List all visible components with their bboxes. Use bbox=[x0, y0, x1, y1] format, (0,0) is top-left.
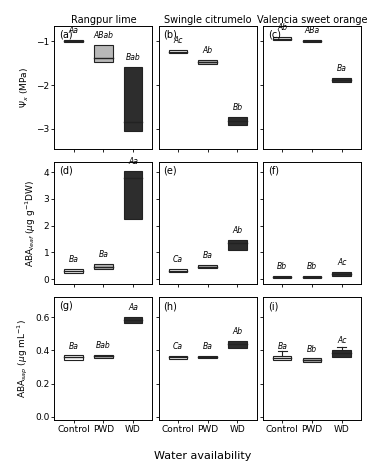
Text: Ab: Ab bbox=[277, 23, 287, 32]
Text: Ba: Ba bbox=[69, 255, 79, 264]
Bar bbox=[303, 40, 321, 43]
Text: (a): (a) bbox=[59, 30, 73, 39]
Text: (b): (b) bbox=[164, 30, 177, 39]
Bar bbox=[64, 356, 83, 360]
Y-axis label: ABA$_{sap}$ ($\mu$g mL$^{-1}$): ABA$_{sap}$ ($\mu$g mL$^{-1}$) bbox=[15, 319, 29, 398]
Bar bbox=[94, 44, 112, 62]
Text: Aa: Aa bbox=[128, 303, 138, 313]
Y-axis label: ABA$_{leaf}$ ($\mu$g g$^{-1}$DW): ABA$_{leaf}$ ($\mu$g g$^{-1}$DW) bbox=[24, 180, 38, 267]
Text: Bab: Bab bbox=[96, 341, 111, 350]
Text: (g): (g) bbox=[59, 301, 73, 311]
Y-axis label: $\Psi_x$ (MPa): $\Psi_x$ (MPa) bbox=[18, 67, 30, 108]
Title: Swingle citrumelo: Swingle citrumelo bbox=[164, 15, 252, 25]
Bar bbox=[199, 60, 217, 64]
Title: Valencia sweet orange: Valencia sweet orange bbox=[257, 15, 367, 25]
Text: Ba: Ba bbox=[203, 342, 212, 351]
Text: Aa: Aa bbox=[69, 26, 79, 35]
Bar bbox=[332, 272, 351, 275]
Text: Ca: Ca bbox=[173, 255, 183, 264]
Bar bbox=[94, 355, 112, 358]
Bar bbox=[273, 276, 291, 278]
Text: ABa: ABa bbox=[305, 26, 320, 35]
Text: Ab: Ab bbox=[232, 226, 243, 235]
Text: Water availability: Water availability bbox=[155, 450, 252, 461]
Text: (c): (c) bbox=[268, 30, 281, 39]
Bar bbox=[228, 341, 247, 348]
Bar bbox=[303, 358, 321, 362]
Bar bbox=[169, 50, 187, 53]
Text: Bb: Bb bbox=[232, 103, 243, 112]
Text: Bab: Bab bbox=[126, 53, 140, 62]
Bar bbox=[124, 317, 142, 323]
Text: Ac: Ac bbox=[173, 36, 183, 45]
Text: Ac: Ac bbox=[337, 258, 346, 267]
Text: (i): (i) bbox=[268, 301, 278, 311]
Bar bbox=[199, 265, 217, 269]
Text: Ab: Ab bbox=[232, 327, 243, 337]
Title: Rangpur lime: Rangpur lime bbox=[71, 15, 136, 25]
Text: Ba: Ba bbox=[99, 250, 108, 259]
Bar bbox=[303, 276, 321, 278]
Bar bbox=[94, 264, 112, 269]
Text: (d): (d) bbox=[59, 165, 73, 175]
Bar bbox=[228, 117, 247, 125]
Bar bbox=[199, 356, 217, 358]
Text: Bb: Bb bbox=[307, 262, 317, 271]
Text: Ab: Ab bbox=[203, 46, 213, 55]
Bar bbox=[332, 78, 351, 82]
Bar bbox=[169, 356, 187, 359]
Text: Ba: Ba bbox=[203, 251, 212, 260]
Bar bbox=[332, 350, 351, 357]
Text: ABab: ABab bbox=[93, 31, 113, 40]
Bar bbox=[64, 40, 83, 42]
Bar bbox=[273, 37, 291, 40]
Text: (e): (e) bbox=[164, 165, 177, 175]
Text: Aa: Aa bbox=[128, 157, 138, 166]
Bar bbox=[124, 171, 142, 219]
Text: Ba: Ba bbox=[277, 342, 287, 351]
Bar bbox=[64, 269, 83, 273]
Text: Ca: Ca bbox=[173, 342, 183, 351]
Bar bbox=[228, 240, 247, 250]
Text: Bb: Bb bbox=[277, 262, 287, 271]
Text: Ba: Ba bbox=[69, 342, 79, 350]
Text: (f): (f) bbox=[268, 165, 279, 175]
Text: Bb: Bb bbox=[307, 344, 317, 354]
Text: Ba: Ba bbox=[337, 64, 347, 73]
Text: Ac: Ac bbox=[337, 336, 346, 345]
Text: (h): (h) bbox=[164, 301, 177, 311]
Bar bbox=[169, 269, 187, 272]
Bar bbox=[124, 67, 142, 131]
Bar bbox=[273, 357, 291, 361]
